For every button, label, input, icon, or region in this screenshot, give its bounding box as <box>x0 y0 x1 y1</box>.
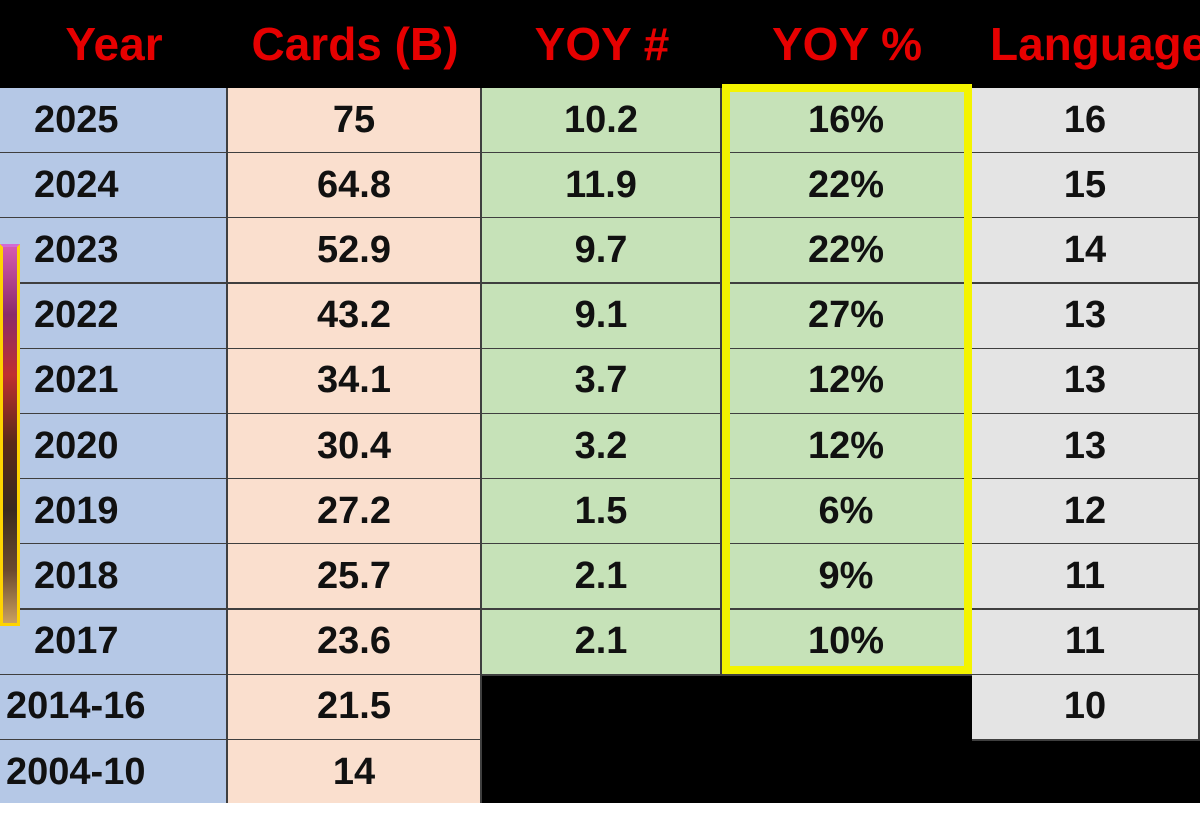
cell-yoy-number: 10.2 <box>482 88 722 154</box>
cell-yoy-number: 9.1 <box>482 283 722 350</box>
header-year: Year <box>65 18 163 70</box>
header-cards: Cards (B) <box>251 18 459 70</box>
cell-cards: 21.5 <box>228 674 482 741</box>
cell-yoy-number: 3.7 <box>482 348 722 415</box>
caption-footer <box>0 803 1200 821</box>
cell-year: 2018 <box>0 544 228 611</box>
cell-cards: 64.8 <box>228 153 482 220</box>
cell-yoy-percent: 10% <box>722 609 972 676</box>
cell-languages: 13 <box>972 348 1200 415</box>
header-yoy-percent: YOY % <box>772 18 922 70</box>
cell-yoy-number: 3.2 <box>482 414 722 480</box>
cell-yoy-percent: 16% <box>722 88 972 154</box>
cell-year: 2014-16 <box>0 674 228 741</box>
cell-cards: 23.6 <box>228 609 482 676</box>
cell-yoy-percent: 6% <box>722 479 972 546</box>
cell-year: 2025 <box>0 88 228 154</box>
cell-yoy-number: 2.1 <box>482 544 722 611</box>
cell-yoy-percent: 22% <box>722 218 972 285</box>
cell-cards: 52.9 <box>228 218 482 285</box>
cell-languages: 13 <box>972 414 1200 480</box>
photo-thumbnail <box>0 244 20 626</box>
cell-year: 2021 <box>0 348 228 415</box>
cell-languages: 15 <box>972 153 1200 220</box>
cell-yoy-percent: 12% <box>722 414 972 480</box>
cell-languages: 14 <box>972 218 1200 285</box>
cell-languages: 12 <box>972 479 1200 546</box>
cell-languages: 11 <box>972 609 1200 676</box>
header-languages: Languages <box>990 18 1200 70</box>
cell-year: 2024 <box>0 153 228 220</box>
cell-languages: 10 <box>972 674 1200 741</box>
cell-languages: 16 <box>972 88 1200 154</box>
cell-year: 2023 <box>0 218 228 285</box>
cell-yoy-percent: 12% <box>722 348 972 415</box>
cell-yoy-number: 2.1 <box>482 609 722 676</box>
cell-cards: 43.2 <box>228 283 482 350</box>
cell-cards: 25.7 <box>228 544 482 611</box>
cell-languages: 13 <box>972 283 1200 350</box>
cell-cards: 34.1 <box>228 348 482 415</box>
cell-yoy-number: 11.9 <box>482 153 722 220</box>
cell-cards: 30.4 <box>228 414 482 480</box>
header-yoy-number: YOY # <box>534 18 670 70</box>
cell-cards: 14 <box>228 740 482 806</box>
cell-cards: 27.2 <box>228 479 482 546</box>
cell-yoy-number: 1.5 <box>482 479 722 546</box>
cell-year: 2017 <box>0 609 228 676</box>
cell-year: 2004-10 <box>0 740 228 806</box>
cell-yoy-number: 9.7 <box>482 218 722 285</box>
cell-yoy-percent: 9% <box>722 544 972 611</box>
cell-year: 2022 <box>0 283 228 350</box>
cell-yoy-percent: 27% <box>722 283 972 350</box>
cell-year: 2020 <box>0 414 228 480</box>
cell-yoy-percent: 22% <box>722 153 972 220</box>
cell-year: 2019 <box>0 479 228 546</box>
cell-languages: 11 <box>972 544 1200 611</box>
cell-cards: 75 <box>228 88 482 154</box>
